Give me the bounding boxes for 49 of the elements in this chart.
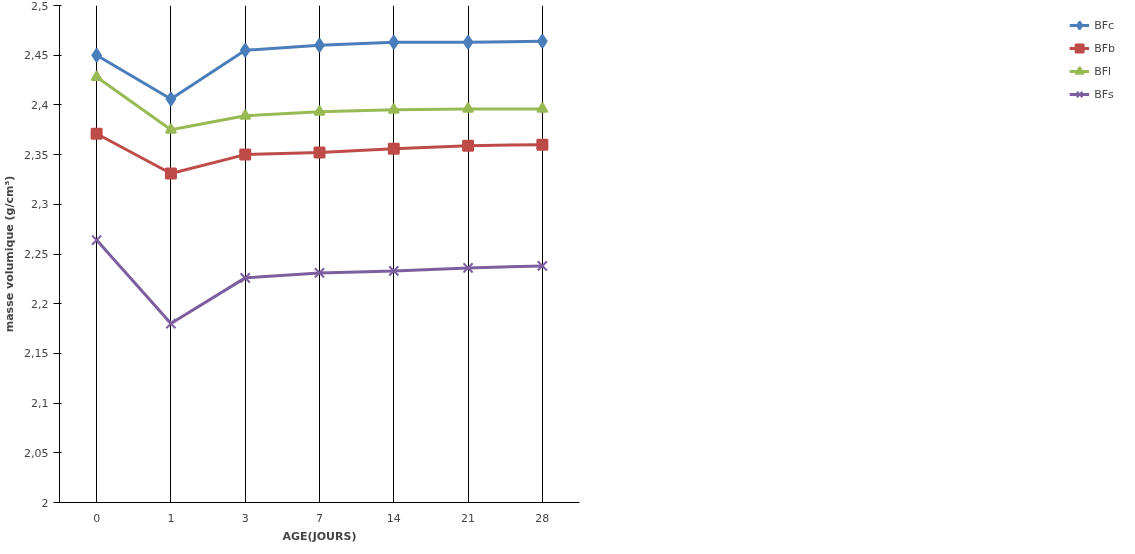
legend-label: BFb (1094, 41, 1115, 55)
legend-label: BFl (1094, 64, 1113, 78)
y-tick-label: 2,15 (24, 347, 49, 361)
point (239, 109, 252, 120)
x-tick-label: 28 (535, 511, 550, 525)
point (313, 105, 326, 116)
point (165, 317, 177, 330)
point (536, 138, 549, 151)
point (462, 262, 474, 274)
point (164, 122, 177, 134)
point (462, 34, 474, 50)
point (388, 265, 400, 277)
y-tick-label: 2,5 (31, 0, 49, 13)
point (462, 102, 475, 113)
y-tick-label: 2,35 (24, 148, 49, 162)
legend-label: BFs (1094, 87, 1115, 101)
point (536, 260, 548, 272)
x-tick-label: 0 (93, 511, 101, 525)
point (313, 267, 326, 279)
legend-label: BFc (1094, 18, 1115, 32)
y-tick-label: 2 (41, 496, 49, 510)
point (239, 148, 252, 161)
y-tick-label: 2,3 (31, 198, 49, 212)
y-tick-label: 2,2 (31, 297, 49, 311)
point (165, 91, 177, 107)
point (239, 42, 251, 58)
x-axis-title: AGE(JOURS) (282, 529, 357, 543)
y-tick-label: 2,45 (24, 49, 49, 63)
point (90, 70, 103, 81)
y-tick-label: 2,1 (31, 397, 49, 411)
x-tick-label: 14 (386, 511, 401, 525)
point (239, 272, 251, 284)
point (164, 167, 177, 180)
point (387, 142, 400, 155)
x-tick-label: 3 (241, 511, 249, 525)
y-tick-label: 2,4 (31, 98, 49, 112)
y-tick-label: 2,05 (24, 446, 49, 460)
point (313, 146, 326, 159)
point (536, 102, 549, 113)
point (91, 234, 103, 246)
point (388, 34, 400, 50)
point (90, 127, 103, 140)
x-tick-label: 1 (167, 511, 175, 525)
y-axis-title: masse volumique (g/cm³) (3, 175, 17, 333)
x-tick-label: 21 (461, 511, 476, 525)
x-tick-label: 7 (316, 511, 323, 525)
y-tick-label: 2,25 (24, 248, 49, 261)
point (462, 139, 475, 152)
point (387, 103, 400, 114)
